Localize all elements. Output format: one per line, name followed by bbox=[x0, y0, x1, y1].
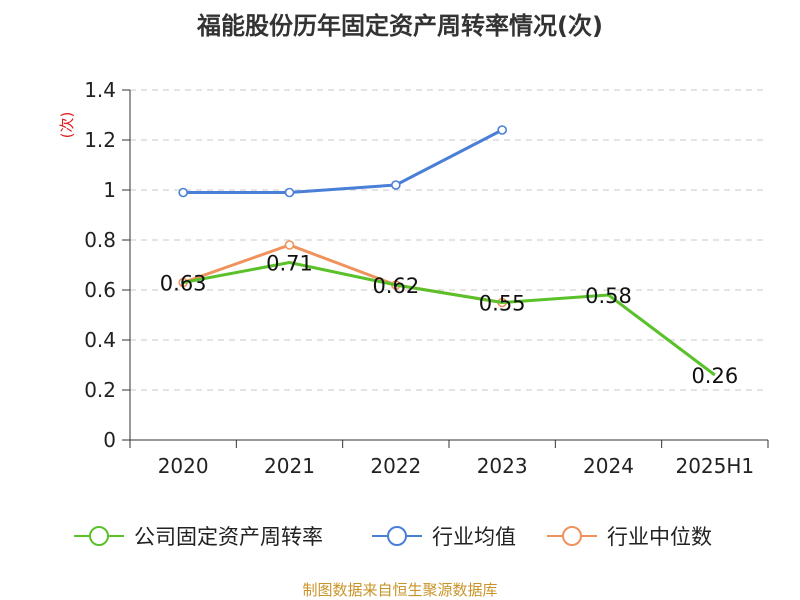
y-axis-label: (次) bbox=[58, 112, 76, 139]
x-tick-label: 2025H1 bbox=[675, 454, 754, 478]
x-tick-label: 2022 bbox=[370, 454, 421, 478]
series-line bbox=[182, 261, 716, 377]
y-tick-label: 1.4 bbox=[84, 78, 116, 102]
x-tick-label: 2023 bbox=[477, 454, 528, 478]
legend-marker-circle bbox=[562, 526, 582, 546]
legend-label: 公司固定资产周转率 bbox=[134, 525, 323, 549]
data-point bbox=[284, 187, 295, 198]
data-labels: 0.63 0.71 0.62 0.55 0.58 0.26 bbox=[160, 252, 738, 389]
data-point bbox=[391, 180, 401, 190]
series-line bbox=[183, 128, 503, 194]
y-tick-label: 0.4 bbox=[84, 328, 116, 352]
legend-marker-circle bbox=[387, 526, 407, 546]
data-point bbox=[284, 240, 295, 250]
legend-marker-circle bbox=[89, 526, 109, 546]
x-tick-label: 2024 bbox=[583, 454, 634, 478]
x-tick-label: 2020 bbox=[158, 454, 209, 478]
chart-title: 福能股份历年固定资产周转率情况(次) bbox=[197, 12, 603, 40]
y-tick-label: 0 bbox=[103, 428, 116, 452]
grid-lines bbox=[130, 89, 768, 391]
data-label: 0.26 bbox=[691, 364, 738, 388]
y-tick-label: 0.8 bbox=[84, 228, 116, 252]
data-label: 0.63 bbox=[160, 272, 207, 296]
legend-label: 行业均值 bbox=[432, 525, 516, 549]
x-tick-label: 2021 bbox=[264, 454, 315, 478]
y-tick-label: 1.2 bbox=[84, 128, 116, 152]
y-tick-label: 1 bbox=[103, 178, 116, 202]
legend: 公司固定资产周转率 行业均值 行业中位数 bbox=[74, 525, 712, 549]
series-lines bbox=[178, 125, 716, 377]
data-label: 0.62 bbox=[372, 274, 419, 298]
axes: 0 0.2 0.4 0.6 0.8 1 1.2 1.4 2020 2021 2022 2023 2024… bbox=[58, 78, 769, 478]
data-point bbox=[497, 125, 507, 135]
data-source-note: 制图数据来自恒生聚源数据库 bbox=[302, 581, 498, 599]
legend-label: 行业中位数 bbox=[607, 525, 712, 549]
y-tick-label: 0.2 bbox=[84, 378, 116, 402]
data-label: 0.58 bbox=[585, 284, 632, 308]
data-label: 0.55 bbox=[479, 292, 526, 316]
data-point bbox=[178, 187, 188, 198]
y-tick-label: 0.6 bbox=[84, 278, 116, 302]
data-label: 0.71 bbox=[266, 252, 313, 276]
